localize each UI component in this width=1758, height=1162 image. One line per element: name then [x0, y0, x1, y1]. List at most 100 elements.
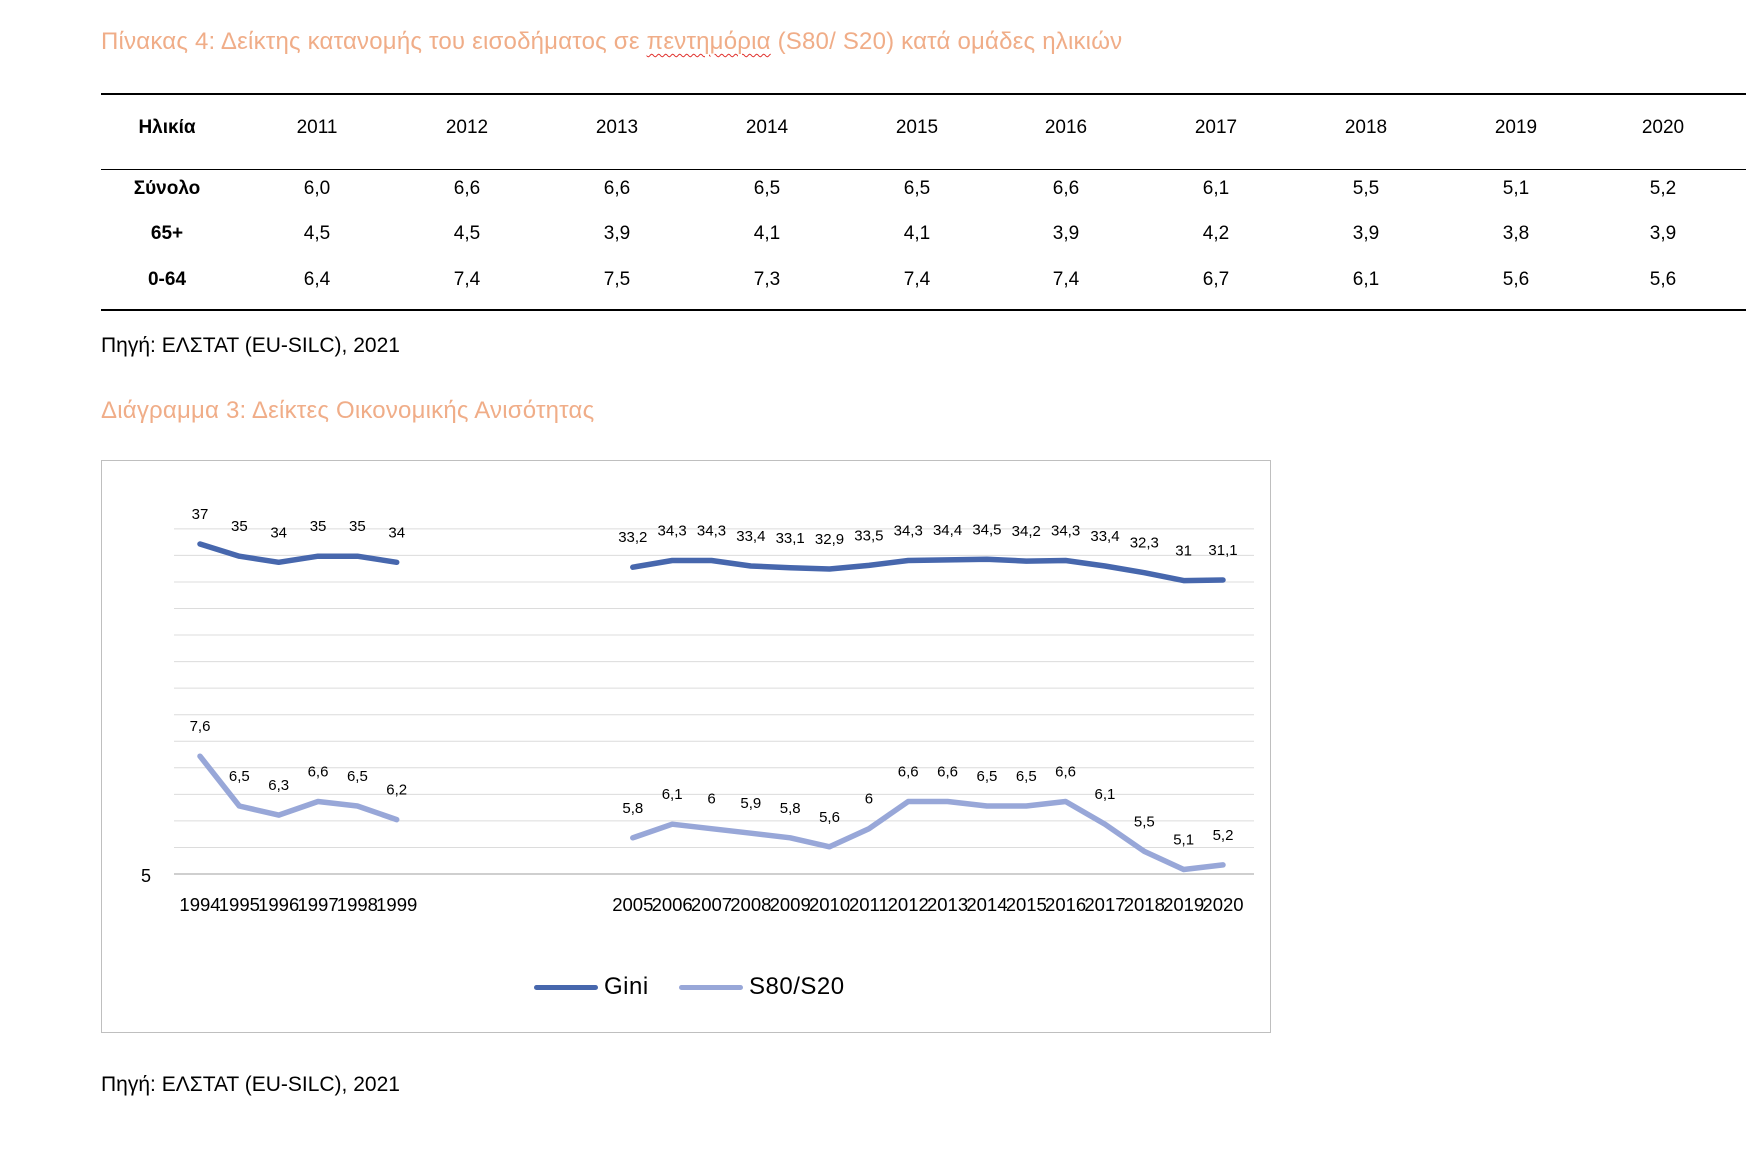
x-axis-tick-label: 1998 [337, 894, 378, 915]
data-label-s80s20: 6 [707, 791, 715, 808]
table-header-year: 2016 [1044, 117, 1088, 138]
data-label-gini: 33,4 [736, 528, 765, 545]
data-label-gini: 34 [388, 524, 405, 541]
data-label-s80s20: 6,6 [937, 764, 958, 781]
data-label-gini: 32,3 [1130, 535, 1159, 552]
data-label-s80s20: 6,6 [308, 764, 329, 781]
data-label-gini: 33,2 [618, 529, 647, 546]
y-axis-tick-label: 5 [141, 866, 151, 886]
x-axis-tick-label: 2009 [770, 894, 811, 915]
table-cell: 5,6 [1502, 269, 1530, 290]
table-bottom-rule [101, 309, 1746, 311]
x-axis-tick-label: 2010 [809, 894, 850, 915]
series-line-s80s20 [630, 798, 1226, 873]
data-label-s80s20: 5,6 [819, 809, 840, 826]
x-axis-tick-label: 2011 [849, 894, 889, 915]
data-label-s80s20: 6,2 [386, 782, 407, 799]
table-cell: 3,8 [1502, 223, 1530, 244]
table-row-label: 65+ [150, 223, 184, 244]
data-label-s80s20: 6,5 [1016, 768, 1037, 785]
data-label-s80s20: 7,6 [190, 718, 211, 735]
table-header-year: 2019 [1494, 117, 1538, 138]
x-axis-tick-label: 2014 [966, 894, 1007, 915]
table-cell: 6,1 [1352, 269, 1380, 290]
data-label-s80s20: 6,1 [662, 786, 683, 803]
table-cell: 5,2 [1649, 178, 1677, 199]
table-cell: 5,1 [1502, 178, 1530, 199]
x-axis-tick-label: 2007 [691, 894, 732, 915]
legend-item-gini: Gini [534, 970, 649, 1004]
table-cell: 6,5 [903, 178, 931, 199]
data-label-gini: 35 [349, 518, 366, 535]
table-row-label: 0-64 [147, 269, 187, 290]
data-label-gini: 34,3 [697, 522, 726, 539]
table-cell: 4,5 [303, 223, 331, 244]
data-label-gini: 34 [270, 524, 287, 541]
table-header-rule [101, 169, 1746, 170]
table-cell: 7,4 [1052, 269, 1080, 290]
table-cell: 7,3 [753, 269, 781, 290]
table-header-year: 2013 [595, 117, 639, 138]
data-label-gini: 33,1 [776, 530, 805, 547]
table-cell: 7,5 [603, 269, 631, 290]
x-axis-tick-label: 1999 [376, 894, 417, 915]
data-label-s80s20: 5,2 [1213, 827, 1234, 844]
table-source-note: Πηγή: ΕΛΣΤΑΤ (EU-SILC), 2021 [101, 334, 400, 357]
data-label-gini: 34,5 [972, 521, 1001, 538]
x-axis-tick-label: 2020 [1202, 894, 1243, 915]
table-cell: 6,6 [453, 178, 481, 199]
table-cell: 4,2 [1202, 223, 1230, 244]
data-label-s80s20: 6,1 [1095, 786, 1116, 803]
table-header-year: 2020 [1641, 117, 1685, 138]
table-title-start: Πίνακας 4: Δείκτης κατανομής του εισοδήμ… [101, 28, 647, 55]
x-axis-tick-label: 2018 [1124, 894, 1165, 915]
table-header-year: 2012 [445, 117, 489, 138]
table-cell: 6,7 [1202, 269, 1230, 290]
data-label-gini: 34,2 [1012, 523, 1041, 540]
data-label-s80s20: 5,8 [780, 800, 801, 817]
x-axis-tick-label: 1995 [219, 894, 260, 915]
data-label-gini: 34,3 [894, 522, 923, 539]
data-label-gini: 34,4 [933, 522, 962, 539]
table-cell: 3,9 [1649, 223, 1677, 244]
table-cell: 5,5 [1352, 178, 1380, 199]
data-label-s80s20: 5,1 [1173, 831, 1194, 848]
data-label-s80s20: 6,3 [268, 777, 289, 794]
table-cell: 7,4 [903, 269, 931, 290]
x-axis-tick-label: 2015 [1006, 894, 1047, 915]
table-header-year: 2017 [1194, 117, 1238, 138]
chart-title: Διάγραμμα 3: Δείκτες Οικονομικής Ανισότη… [101, 397, 595, 424]
series-line-s80s20 [197, 753, 400, 823]
table-cell: 3,9 [603, 223, 631, 244]
data-label-gini: 31 [1175, 543, 1192, 560]
table-cell: 6,1 [1202, 178, 1230, 199]
table-header-age: Ηλικία [138, 117, 196, 138]
table-cell: 6,4 [303, 269, 331, 290]
x-axis-tick-label: 2012 [888, 894, 929, 915]
table-header-year: 2018 [1344, 117, 1388, 138]
data-label-s80s20: 6,6 [1055, 764, 1076, 781]
x-axis-tick-label: 2016 [1045, 894, 1086, 915]
table-header-year: 2011 [296, 117, 338, 138]
x-axis-tick-label: 2008 [730, 894, 771, 915]
data-label-s80s20: 6,5 [347, 768, 368, 785]
table-title: Πίνακας 4: Δείκτης κατανομής του εισοδήμ… [101, 28, 1122, 57]
data-label-s80s20: 5,5 [1134, 813, 1155, 830]
data-label-gini: 33,5 [854, 527, 883, 544]
legend-label-s80s20: S80/S20 [749, 973, 845, 1000]
data-label-gini: 35 [231, 518, 248, 535]
data-label-s80s20: 5,8 [622, 800, 643, 817]
table-cell: 4,1 [753, 223, 781, 244]
table-cell: 4,5 [453, 223, 481, 244]
data-label-s80s20: 6,5 [229, 768, 250, 785]
x-axis-tick-label: 1997 [297, 894, 338, 915]
table-cell: 3,9 [1052, 223, 1080, 244]
data-label-s80s20: 6,6 [898, 764, 919, 781]
data-label-gini: 35 [310, 518, 327, 535]
data-label-gini: 37 [192, 506, 209, 523]
table-header-year: 2015 [895, 117, 939, 138]
x-axis-tick-label: 2017 [1084, 894, 1125, 915]
legend-swatch-gini [534, 984, 598, 990]
